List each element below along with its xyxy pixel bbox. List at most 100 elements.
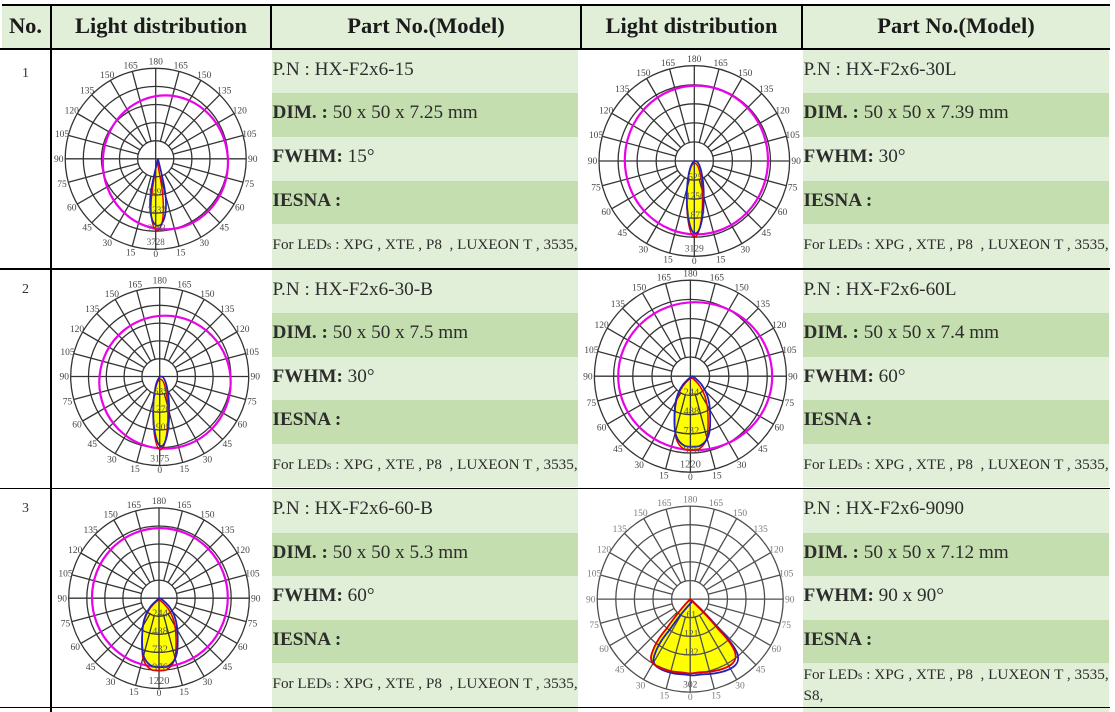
- svg-text:30: 30: [639, 245, 649, 255]
- svg-text:182: 182: [684, 648, 699, 658]
- svg-text:61: 61: [686, 611, 696, 621]
- svg-text:1220: 1220: [680, 460, 701, 471]
- svg-text:150: 150: [200, 290, 215, 300]
- svg-text:75: 75: [247, 397, 257, 407]
- svg-text:150: 150: [733, 509, 748, 519]
- svg-text:90: 90: [59, 373, 69, 383]
- svg-text:30: 30: [199, 239, 209, 249]
- svg-text:1877: 1877: [686, 211, 705, 221]
- svg-text:165: 165: [123, 61, 138, 71]
- svg-text:30: 30: [740, 245, 750, 255]
- svg-text:45: 45: [618, 229, 628, 239]
- svg-text:75: 75: [248, 620, 258, 630]
- svg-text:135: 135: [217, 86, 232, 96]
- svg-text:30: 30: [634, 461, 644, 471]
- svg-text:150: 150: [633, 509, 648, 519]
- svg-text:120: 120: [233, 107, 248, 117]
- svg-text:15: 15: [716, 256, 726, 266]
- svg-text:135: 135: [220, 526, 235, 536]
- svg-text:0: 0: [688, 473, 693, 483]
- svg-text:105: 105: [782, 346, 797, 356]
- svg-text:105: 105: [58, 569, 73, 579]
- svg-text:150: 150: [103, 511, 118, 521]
- svg-text:90: 90: [583, 372, 593, 382]
- svg-text:105: 105: [587, 570, 602, 580]
- svg-text:75: 75: [587, 399, 597, 409]
- svg-text:150: 150: [738, 69, 753, 79]
- svg-text:30: 30: [203, 455, 213, 465]
- svg-text:15: 15: [711, 691, 721, 701]
- svg-text:976: 976: [684, 445, 700, 456]
- svg-text:1250: 1250: [686, 192, 705, 202]
- svg-text:15: 15: [180, 465, 190, 475]
- svg-text:75: 75: [63, 397, 73, 407]
- svg-text:105: 105: [55, 130, 70, 140]
- svg-text:15: 15: [660, 691, 670, 701]
- svg-text:165: 165: [661, 59, 676, 69]
- svg-text:3175: 3175: [150, 454, 169, 464]
- svg-text:2237: 2237: [148, 205, 167, 215]
- svg-text:135: 135: [615, 85, 630, 95]
- svg-text:150: 150: [636, 69, 651, 79]
- svg-text:60: 60: [67, 204, 77, 214]
- svg-text:165: 165: [713, 59, 728, 69]
- svg-text:45: 45: [223, 663, 233, 673]
- svg-text:105: 105: [245, 569, 260, 579]
- svg-text:90: 90: [248, 155, 258, 165]
- svg-text:75: 75: [591, 184, 601, 194]
- svg-text:120: 120: [235, 325, 250, 335]
- svg-text:135: 135: [613, 525, 628, 535]
- svg-text:150: 150: [632, 284, 647, 294]
- svg-text:0: 0: [692, 257, 697, 267]
- svg-text:165: 165: [128, 281, 143, 291]
- svg-text:244: 244: [152, 608, 169, 619]
- svg-text:150: 150: [734, 284, 749, 294]
- svg-text:75: 75: [589, 621, 599, 631]
- svg-text:45: 45: [82, 224, 92, 234]
- svg-text:3129: 3129: [685, 245, 704, 255]
- svg-text:135: 135: [756, 300, 771, 310]
- svg-text:30: 30: [203, 678, 213, 688]
- svg-text:2983: 2983: [148, 223, 167, 233]
- svg-text:105: 105: [245, 348, 260, 358]
- svg-text:75: 75: [57, 180, 67, 190]
- svg-text:732: 732: [152, 644, 168, 655]
- svg-text:165: 165: [709, 499, 724, 509]
- svg-text:15: 15: [659, 471, 669, 481]
- svg-text:90: 90: [54, 155, 64, 165]
- svg-text:60: 60: [235, 204, 245, 214]
- svg-text:105: 105: [242, 130, 257, 140]
- svg-text:302: 302: [683, 681, 698, 691]
- svg-text:1270: 1270: [151, 405, 170, 415]
- svg-text:45: 45: [758, 445, 768, 455]
- svg-text:15: 15: [176, 249, 186, 259]
- svg-text:45: 45: [87, 440, 97, 450]
- svg-text:75: 75: [61, 620, 71, 630]
- svg-text:45: 45: [756, 666, 766, 676]
- svg-text:120: 120: [597, 546, 612, 556]
- svg-text:30: 30: [636, 682, 646, 692]
- svg-text:90: 90: [785, 595, 795, 605]
- svg-text:120: 120: [775, 106, 790, 116]
- svg-text:180: 180: [153, 277, 168, 287]
- svg-text:90: 90: [791, 157, 801, 167]
- svg-text:120: 120: [772, 321, 787, 331]
- svg-text:60: 60: [597, 424, 607, 434]
- svg-text:150: 150: [105, 290, 120, 300]
- svg-text:165: 165: [127, 501, 142, 511]
- svg-text:60: 60: [601, 208, 611, 218]
- svg-text:30: 30: [735, 682, 745, 692]
- svg-text:90: 90: [250, 373, 260, 383]
- svg-text:75: 75: [245, 180, 255, 190]
- svg-text:120: 120: [594, 321, 609, 331]
- svg-text:488: 488: [152, 626, 168, 637]
- svg-text:120: 120: [236, 546, 251, 556]
- svg-text:60: 60: [599, 645, 609, 655]
- svg-text:30: 30: [106, 678, 116, 688]
- svg-text:165: 165: [177, 501, 192, 511]
- svg-text:0: 0: [157, 689, 162, 699]
- svg-text:15: 15: [129, 688, 139, 698]
- svg-text:0: 0: [157, 466, 162, 476]
- svg-text:15: 15: [126, 249, 136, 259]
- svg-text:120: 120: [65, 107, 80, 117]
